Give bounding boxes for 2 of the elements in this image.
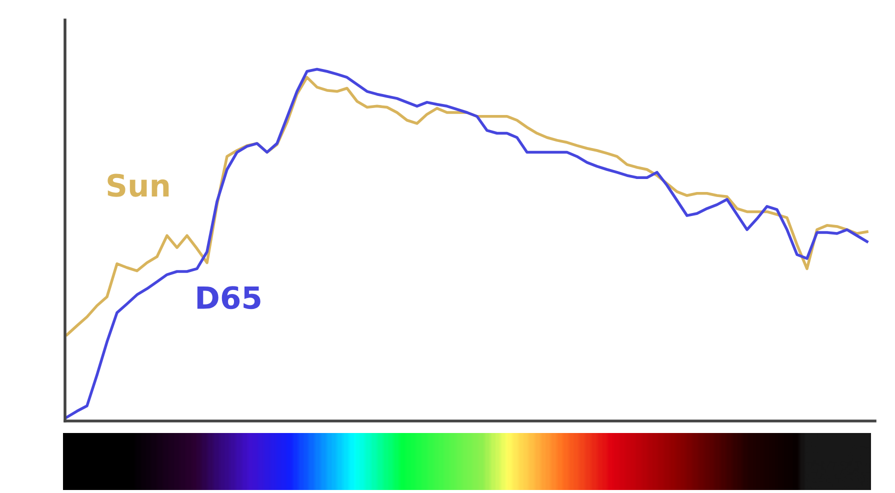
series-label: D65 [197, 286, 260, 310]
series-label: Sun [108, 174, 169, 197]
